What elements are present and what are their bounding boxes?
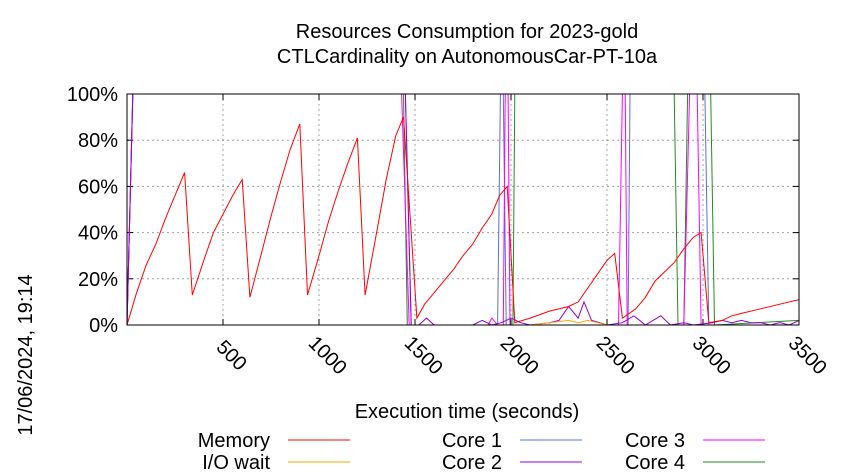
x-tick-label: 3500 bbox=[784, 332, 831, 379]
legend-label-core-2: Core 2 bbox=[442, 452, 502, 474]
grid bbox=[127, 94, 799, 325]
x-tick-label: 1500 bbox=[400, 332, 447, 379]
chart-title-line-1: Resources Consumption for 2023-gold bbox=[296, 21, 638, 43]
x-tick-label: 2500 bbox=[592, 332, 639, 379]
x-tick-label: 3000 bbox=[688, 332, 735, 379]
x-tick-label: 500 bbox=[212, 336, 251, 375]
legend-label-i-o-wait: I/O wait bbox=[202, 452, 270, 474]
y-tick-label: 80% bbox=[78, 130, 118, 152]
series-line-core-3 bbox=[126, 93, 799, 326]
legend-label-core-3: Core 3 bbox=[625, 430, 685, 452]
series-line-i-o-wait bbox=[127, 319, 799, 326]
plot-frame bbox=[126, 93, 800, 326]
y-axis-ticks: 0% 20% 40% 60% 80% 100% bbox=[67, 84, 799, 337]
x-axis-label: Execution time (seconds) bbox=[355, 401, 580, 423]
x-tick-label: 2000 bbox=[496, 332, 543, 379]
y-tick-label: 60% bbox=[78, 176, 118, 198]
series-lines bbox=[126, 93, 800, 326]
y-tick-label: 0% bbox=[89, 315, 118, 337]
timestamp-label: 17/06/2024, 19:14 bbox=[15, 274, 37, 435]
x-tick-label: 1000 bbox=[304, 332, 351, 379]
legend-label-core-1: Core 1 bbox=[442, 430, 502, 452]
legend-label-memory: Memory bbox=[198, 430, 270, 452]
legend-label-core-4: Core 4 bbox=[625, 452, 685, 474]
y-tick-label: 40% bbox=[78, 223, 118, 245]
y-tick-label: 100% bbox=[67, 84, 118, 106]
y-tick-label: 20% bbox=[78, 269, 118, 291]
series-line-memory bbox=[126, 116, 800, 326]
chart-title-line-2: CTLCardinality on AutonomousCar-PT-10a bbox=[277, 46, 658, 68]
